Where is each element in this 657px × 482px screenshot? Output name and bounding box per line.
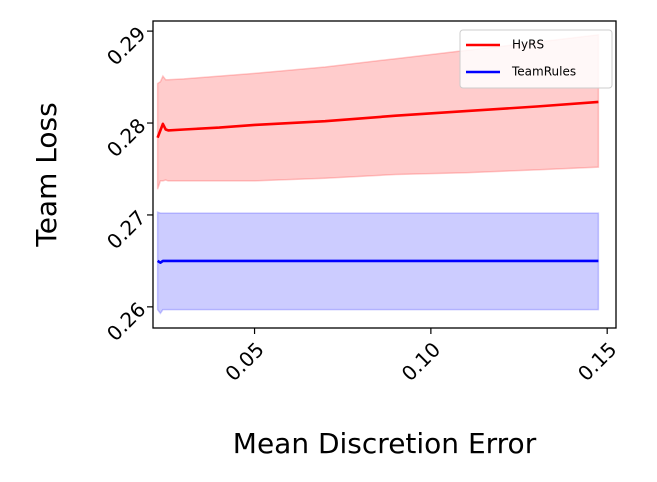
legend: HyRS TeamRules bbox=[459, 29, 613, 89]
y-tick-label: 0.28 bbox=[102, 113, 150, 161]
band-teamrules bbox=[156, 211, 600, 315]
y-tick-label: 0.26 bbox=[102, 297, 150, 345]
x-tick-label: 0.05 bbox=[220, 337, 268, 385]
y-axis-title: Team Loss bbox=[30, 102, 63, 247]
x-tick-label: 0.15 bbox=[573, 337, 621, 385]
line-hyrs bbox=[156, 100, 599, 139]
plot-frame bbox=[152, 20, 617, 329]
y-tick-label: 0.29 bbox=[102, 22, 150, 70]
legend-label: HyRS bbox=[512, 38, 544, 52]
legend-label: TeamRules bbox=[511, 65, 576, 79]
y-tick-label: 0.27 bbox=[102, 205, 150, 253]
series-lines bbox=[156, 100, 599, 265]
x-axis-title: Mean Discretion Error bbox=[233, 427, 537, 460]
y-axis-ticks: 0.26 0.27 0.28 0.29 bbox=[102, 22, 153, 346]
x-tick-label: 0.10 bbox=[397, 337, 445, 385]
line-teamrules bbox=[156, 259, 599, 265]
x-axis-ticks: 0.05 0.10 0.15 bbox=[220, 328, 621, 386]
